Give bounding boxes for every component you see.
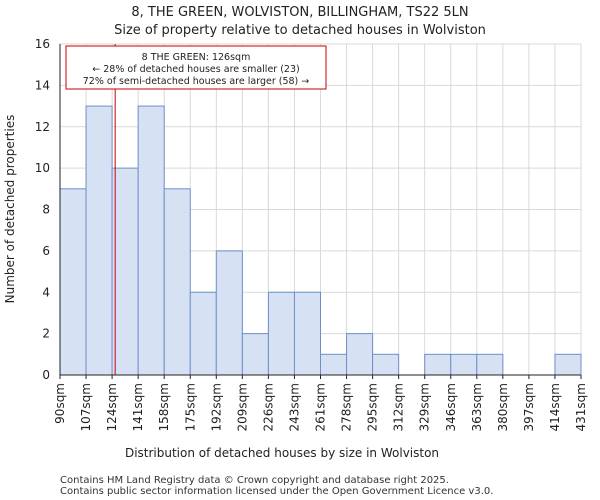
annotation-line-2: ← 28% of detached houses are smaller (23… bbox=[92, 64, 299, 75]
histogram-bar bbox=[320, 353, 348, 376]
x-tick-label: 397sqm bbox=[522, 383, 536, 431]
y-tick-label: 2 bbox=[42, 327, 50, 341]
histogram-bar bbox=[59, 188, 87, 376]
y-tick-label: 6 bbox=[42, 244, 50, 258]
histogram-bar bbox=[189, 291, 217, 376]
footer-line-1: Contains HM Land Registry data © Crown c… bbox=[60, 475, 449, 486]
y-tick-label: 12 bbox=[35, 120, 50, 134]
x-axis-label: Distribution of detached houses by size … bbox=[125, 446, 439, 460]
chart-title: 8, THE GREEN, WOLVISTON, BILLINGHAM, TS2… bbox=[131, 5, 468, 20]
histogram-bar bbox=[424, 353, 452, 376]
x-tick-label: 312sqm bbox=[392, 383, 406, 431]
x-tick-label: 192sqm bbox=[209, 383, 223, 431]
x-tick-label: 431sqm bbox=[574, 383, 588, 431]
x-tick-label: 261sqm bbox=[314, 383, 328, 431]
x-tick-label: 107sqm bbox=[79, 383, 93, 431]
x-tick-label: 346sqm bbox=[444, 383, 458, 431]
histogram-bar bbox=[346, 333, 374, 376]
x-tick-label: 295sqm bbox=[366, 383, 380, 431]
y-tick-label: 0 bbox=[42, 368, 50, 382]
histogram-bar bbox=[111, 167, 139, 376]
x-tick-label: 329sqm bbox=[418, 383, 432, 431]
x-tick-label: 278sqm bbox=[340, 383, 354, 431]
annotation-box bbox=[65, 45, 327, 90]
y-axis-label: Number of detached properties bbox=[3, 115, 17, 304]
footer-line-2: Contains public sector information licen… bbox=[60, 486, 493, 497]
y-tick-label: 10 bbox=[35, 161, 50, 175]
y-tick-label: 8 bbox=[42, 203, 50, 217]
y-tick-label: 16 bbox=[35, 37, 50, 51]
histogram-bar bbox=[476, 353, 504, 376]
y-tick-label: 4 bbox=[42, 285, 50, 299]
x-tick-label: 158sqm bbox=[157, 383, 171, 431]
x-tick-label: 414sqm bbox=[548, 383, 562, 431]
histogram-bar bbox=[163, 188, 191, 376]
histogram-bar bbox=[137, 105, 165, 376]
histogram-bar bbox=[372, 353, 400, 376]
y-tick-label: 14 bbox=[35, 78, 50, 92]
x-tick-label: 226sqm bbox=[261, 383, 275, 431]
annotation-line-1: 8 THE GREEN: 126sqm bbox=[142, 52, 251, 63]
x-tick-label: 90sqm bbox=[53, 383, 67, 424]
x-tick-label: 243sqm bbox=[287, 383, 301, 431]
x-tick-label: 363sqm bbox=[470, 383, 484, 431]
x-tick-label: 141sqm bbox=[131, 383, 145, 431]
histogram-bar bbox=[85, 105, 113, 376]
histogram-bar bbox=[293, 291, 322, 376]
bar-layer bbox=[59, 105, 582, 376]
x-tick-label: 209sqm bbox=[235, 383, 249, 431]
x-tick-label: 380sqm bbox=[496, 383, 510, 431]
histogram-bar bbox=[450, 353, 478, 376]
x-tick-label: 175sqm bbox=[183, 383, 197, 431]
chart-subtitle: Size of property relative to detached ho… bbox=[114, 23, 486, 38]
histogram-bar bbox=[241, 333, 269, 376]
histogram-bar bbox=[554, 353, 582, 376]
axis-layer bbox=[59, 44, 582, 379]
tick-layer: 0 2 4 6 8 10 12 14 16 90sqm 107sqm 124sqm 141sqm 158s… bbox=[35, 37, 588, 431]
histogram-bar bbox=[267, 291, 295, 376]
histogram-bar bbox=[215, 250, 243, 376]
annotation-line-3: 72% of semi-detached houses are larger (… bbox=[83, 76, 310, 87]
x-tick-label: 124sqm bbox=[105, 383, 119, 431]
